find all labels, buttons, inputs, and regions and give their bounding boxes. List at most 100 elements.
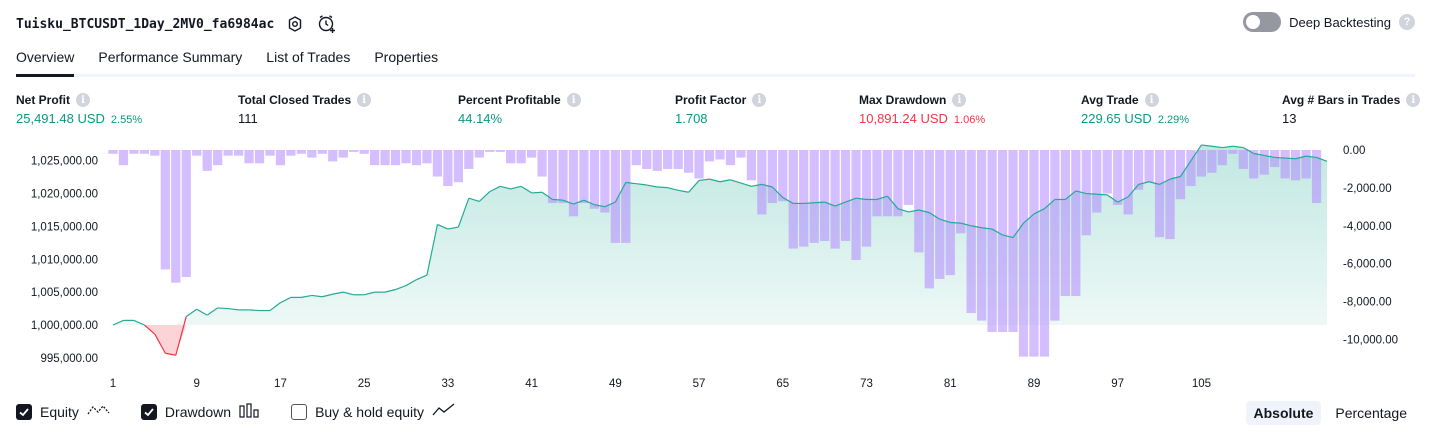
equity-segment <box>489 185 501 193</box>
metric-value: 229.65 USD <box>1081 111 1152 126</box>
info-icon[interactable]: i <box>1406 93 1421 107</box>
settings-gear-icon[interactable] <box>284 13 306 35</box>
drawdown-bar <box>1133 150 1144 190</box>
x-tick-label: 105 <box>1192 378 1211 390</box>
metrics-bar: Net Profit i 25,491.48 USD 2.55% Total Clo… <box>16 93 1421 129</box>
tab-performance-summary[interactable]: Performance Summary <box>98 49 243 65</box>
equity-segment <box>1033 208 1045 215</box>
metric-value: 13 <box>1282 111 1297 126</box>
drawdown-bar <box>1165 150 1175 240</box>
x-tick-label: 89 <box>1028 378 1041 390</box>
equity-segment <box>154 333 166 354</box>
drawdown-bar <box>1207 150 1217 173</box>
drawdown-bar <box>495 150 505 152</box>
drawdown-bar <box>1259 150 1269 175</box>
equity-line-icon <box>87 402 111 421</box>
legend-drawdown[interactable]: Drawdown <box>140 402 261 421</box>
deep-backtesting-toggle[interactable] <box>1243 12 1282 32</box>
drawdown-bar <box>997 150 1008 332</box>
drawdown-bar <box>1060 150 1070 296</box>
drawdown-bar <box>1238 150 1248 169</box>
drawdown-bar <box>160 150 170 270</box>
info-icon[interactable]: i <box>952 93 967 107</box>
equity-segment <box>500 185 511 190</box>
scale-mode-switch: Absolute Percentage <box>1245 401 1416 425</box>
metric-value: 25,491.48 USD <box>16 111 105 126</box>
metric-max-drawdown: Max Drawdown i 10,891.24 USD 1.06% <box>859 93 985 126</box>
legend-label: Buy & hold equity <box>315 403 425 420</box>
metric-total-closed-trades: Total Closed Trades i 111 <box>238 93 372 126</box>
drawdown-bar <box>1008 150 1018 332</box>
info-icon[interactable]: i <box>357 93 372 107</box>
equity-segment <box>1002 234 1014 239</box>
info-icon[interactable]: i <box>752 93 767 107</box>
equity-segment <box>364 291 375 296</box>
metric-label: Avg # Bars in Trades <box>1282 93 1401 107</box>
drawdown-bar <box>506 150 516 164</box>
percentage-button[interactable]: Percentage <box>1335 405 1407 421</box>
deep-backtesting-control: Deep Backtesting ? <box>1243 12 1415 32</box>
tab-overview[interactable]: Overview <box>16 44 75 77</box>
equity-drawdown-chart[interactable]: 1,025,000.00 1,020,000.00 1,015,000.00 1,01… <box>0 140 1431 398</box>
drawdown-bar <box>1029 150 1039 357</box>
info-icon[interactable]: i <box>76 93 90 107</box>
x-tick-label: 57 <box>693 378 706 390</box>
legend-buy-hold-equity[interactable]: Buy & hold equity <box>291 402 456 421</box>
equity-segment <box>971 225 982 229</box>
y-right-tick-label: 0.00 <box>1343 145 1365 157</box>
chart-legend: Equity Drawdown Buy & hold equity <box>16 402 456 421</box>
drawdown-checkbox[interactable] <box>140 403 157 420</box>
absolute-button[interactable]: Absolute <box>1245 401 1322 425</box>
metric-value: 111 <box>238 111 258 126</box>
drawdown-bar <box>820 150 830 241</box>
drawdown-bar <box>851 150 861 260</box>
drawdown-bar <box>296 150 307 154</box>
equity-segment <box>1023 213 1035 224</box>
equity-segment <box>1117 196 1129 203</box>
equity-segment <box>908 209 919 213</box>
equity-checkbox[interactable] <box>16 403 32 420</box>
metric-percent: 1.06% <box>953 114 986 126</box>
equity-segment <box>1232 145 1244 149</box>
buy-hold-checkbox[interactable] <box>291 403 308 420</box>
x-tick-label: 97 <box>1111 378 1124 390</box>
add-alert-clock-icon[interactable] <box>316 13 338 35</box>
drawdown-bar <box>725 150 736 166</box>
drawdown-bar <box>307 150 317 158</box>
drawdown-bar <box>1081 150 1091 236</box>
equity-segment <box>991 228 1003 236</box>
x-tick-label: 81 <box>944 378 957 390</box>
legend-equity[interactable]: Equity <box>16 402 111 421</box>
equity-segment <box>249 309 260 312</box>
drawdown-bar <box>265 150 275 156</box>
drawdown-bar <box>349 150 359 152</box>
drawdown-bar <box>861 150 872 247</box>
equity-segment <box>594 204 605 208</box>
drawdown-bar <box>903 150 914 205</box>
metric-label: Percent Profitable <box>458 93 561 107</box>
x-tick-label: 25 <box>358 378 371 390</box>
drawdown-bar <box>663 150 673 169</box>
equity-segment <box>1201 144 1212 147</box>
metric-percent-profitable: Percent Profitable i 44.14% <box>458 93 581 126</box>
drawdown-bar <box>757 150 767 215</box>
help-question-icon[interactable]: ? <box>1399 14 1415 30</box>
x-tick-label: 1 <box>110 378 116 390</box>
equity-segment <box>206 307 218 316</box>
drawdown-bar <box>1050 150 1060 321</box>
equity-segment <box>897 208 909 213</box>
tab-properties[interactable]: Properties <box>374 49 439 65</box>
info-icon[interactable]: i <box>566 93 581 107</box>
y-right-tick-label: -2,000.00 <box>1343 183 1392 195</box>
drawdown-bar <box>485 150 495 152</box>
info-icon[interactable]: i <box>1144 93 1159 107</box>
equity-segment <box>228 307 239 311</box>
equity-segment <box>1106 194 1119 203</box>
tab-list-of-trades[interactable]: List of Trades <box>266 49 351 65</box>
equity-segment <box>112 319 124 326</box>
drawdown-bar <box>390 150 401 166</box>
y-left-tick-label: 1,000,000.00 <box>31 320 98 332</box>
drawdown-bar <box>924 150 934 289</box>
drawdown-bar <box>788 150 798 249</box>
equity-segment <box>531 191 543 194</box>
